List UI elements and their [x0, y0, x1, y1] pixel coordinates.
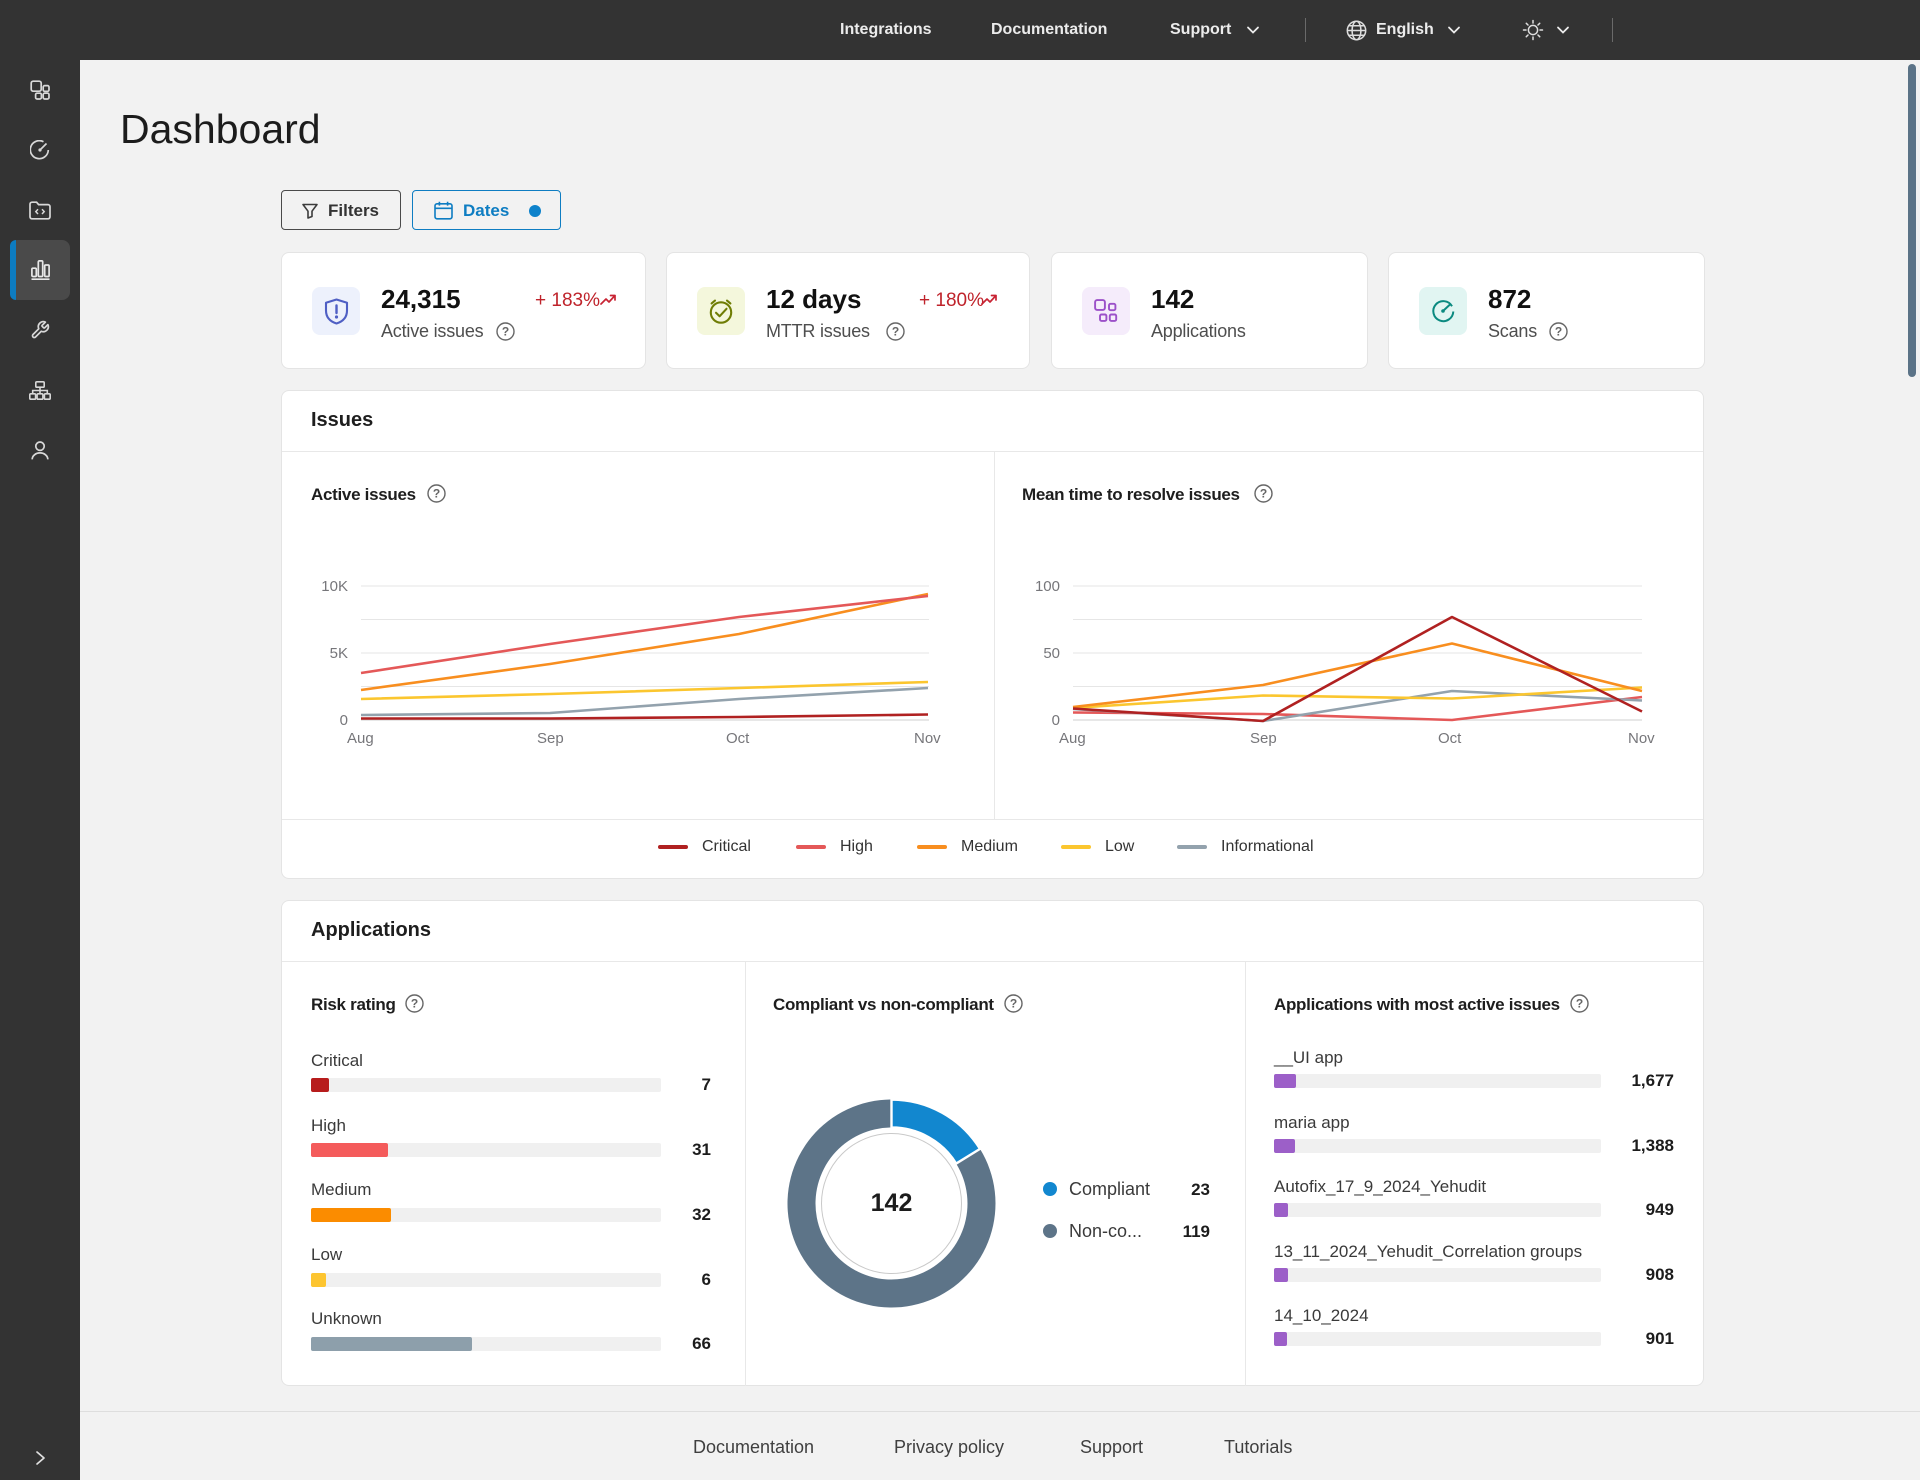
- svg-text:?: ?: [1260, 486, 1267, 500]
- svg-text:142: 142: [871, 1189, 913, 1217]
- svg-text:?: ?: [1555, 324, 1562, 338]
- svg-text:?: ?: [1576, 996, 1583, 1010]
- svg-text:?: ?: [411, 996, 418, 1010]
- svg-text:?: ?: [433, 486, 440, 500]
- svg-text:?: ?: [892, 324, 899, 338]
- svg-text:?: ?: [1010, 996, 1017, 1010]
- svg-text:?: ?: [502, 324, 509, 338]
